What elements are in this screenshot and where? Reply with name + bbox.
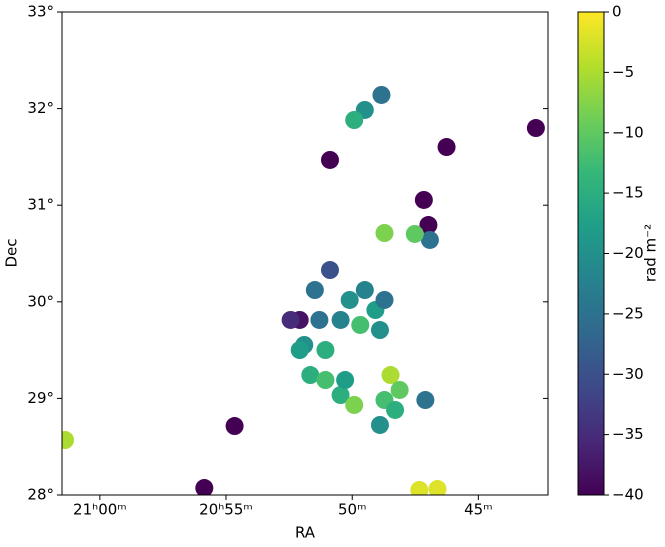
- plot-frame: [61, 11, 549, 496]
- colorbar-tick-label: −30: [612, 365, 644, 383]
- image-patch: [370, 415, 389, 434]
- image-patch: [351, 315, 370, 334]
- image-patch: [305, 281, 324, 300]
- image-patch: [405, 224, 424, 243]
- image-patch: [416, 391, 435, 410]
- image-patch: [281, 310, 300, 329]
- colorbar-tick-label: 0: [612, 3, 622, 21]
- y-tick-label: 30°: [27, 292, 54, 310]
- image-patch: [320, 261, 339, 280]
- x-axis-label: RA: [295, 524, 316, 542]
- x-tick-label: 21ʰ00ᵐ: [73, 501, 127, 519]
- y-tick-label: 31°: [27, 196, 54, 214]
- image-patch: [437, 138, 456, 157]
- colorbar-tick-label: −40: [612, 486, 644, 504]
- image-patch: [316, 341, 335, 360]
- colorbar-tick-label: −10: [612, 123, 644, 141]
- image-patch: [390, 380, 409, 399]
- image-patch: [375, 290, 394, 309]
- x-tick-label: 20ʰ55ᵐ: [199, 501, 253, 519]
- x-tick-label: 45ᵐ: [464, 501, 492, 519]
- image-patch: [386, 400, 405, 419]
- y-tick-label: 33°: [27, 3, 54, 21]
- image-patch: [372, 85, 391, 104]
- image-patch: [355, 281, 374, 300]
- image-patch: [370, 321, 389, 340]
- image-patch: [62, 431, 75, 450]
- image-patch: [420, 230, 439, 249]
- colorbar-tick-label: −25: [612, 304, 644, 322]
- image-patch: [428, 480, 447, 495]
- colorbar-tick-label: −5: [612, 63, 634, 81]
- image-patch: [310, 310, 329, 329]
- image-layer: [62, 85, 545, 495]
- y-axis-label: Dec: [3, 238, 21, 267]
- image-patch: [225, 417, 244, 436]
- colorbar-tick-label: −35: [612, 425, 644, 443]
- image-patch: [345, 110, 364, 129]
- y-tick-label: 29°: [27, 389, 54, 407]
- image-patch: [301, 366, 320, 385]
- image-patch: [320, 150, 339, 169]
- image-patch: [526, 119, 545, 138]
- image-patch: [381, 366, 400, 385]
- image-patch: [340, 290, 359, 309]
- y-tick-label: 32°: [27, 99, 54, 117]
- colorbar-tick-label: −20: [612, 244, 644, 262]
- colorbar: [577, 11, 605, 496]
- image-patch: [375, 224, 394, 243]
- colorbar-label: rad m⁻²: [642, 224, 660, 282]
- image-patch: [331, 310, 350, 329]
- image-patch: [316, 371, 335, 390]
- image-patch: [336, 371, 355, 390]
- image-patch: [414, 190, 433, 209]
- image-patch: [345, 395, 364, 414]
- image-patch: [290, 341, 309, 360]
- x-tick-label: 50ᵐ: [338, 501, 366, 519]
- y-tick-label: 28°: [27, 486, 54, 504]
- colorbar-tick-label: −15: [612, 184, 644, 202]
- image-patch: [331, 386, 350, 405]
- image-patch: [419, 216, 438, 235]
- image-patch: [195, 479, 214, 495]
- image-patch: [410, 480, 429, 495]
